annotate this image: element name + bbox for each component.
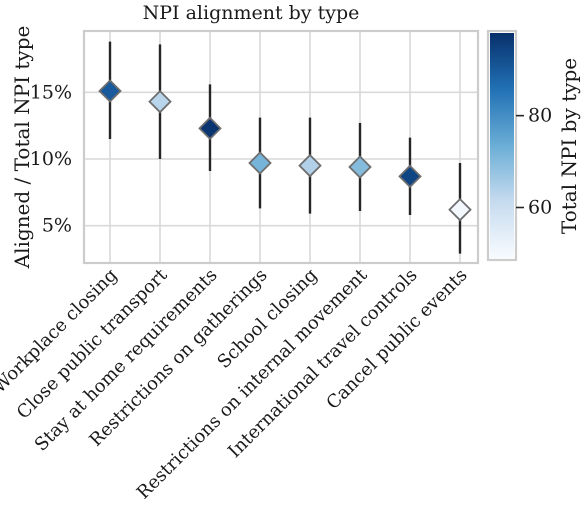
colorbar-ticks: 60 80 — [516, 105, 552, 218]
data-points — [98, 79, 472, 222]
colorbar-frame — [486, 29, 518, 262]
colorbar-gradient — [490, 33, 514, 258]
data-point-marker — [448, 197, 472, 222]
x-tick-label: Stay at home requirements — [31, 265, 222, 456]
data-point-marker — [148, 89, 172, 114]
grid-lines — [84, 31, 478, 263]
colorbar: 60 80 Total NPI by type — [486, 29, 581, 262]
y-tick-labels: 5% 10% 15% — [30, 81, 72, 236]
y-tick-label: 10% — [30, 148, 72, 170]
data-point-marker — [248, 151, 272, 175]
data-point-marker — [98, 79, 122, 103]
colorbar-tick-label: 60 — [528, 196, 552, 218]
data-point-marker — [398, 164, 422, 189]
colorbar-tick-label: 80 — [528, 105, 552, 127]
colorbar-label: Total NPI by type — [557, 58, 581, 234]
data-point-marker — [348, 155, 372, 179]
y-axis-label: Aligned / Total NPI type — [10, 26, 34, 270]
data-point-marker — [198, 116, 222, 141]
chart-title: NPI alignment by type — [143, 2, 360, 24]
error-bars — [108, 41, 462, 254]
plot-frame — [82, 29, 480, 265]
data-point-marker — [298, 153, 322, 178]
y-tick-label: 15% — [30, 81, 72, 103]
y-tick-label: 5% — [42, 215, 72, 237]
x-tick-label: Restrictions on internal movement — [133, 264, 372, 503]
